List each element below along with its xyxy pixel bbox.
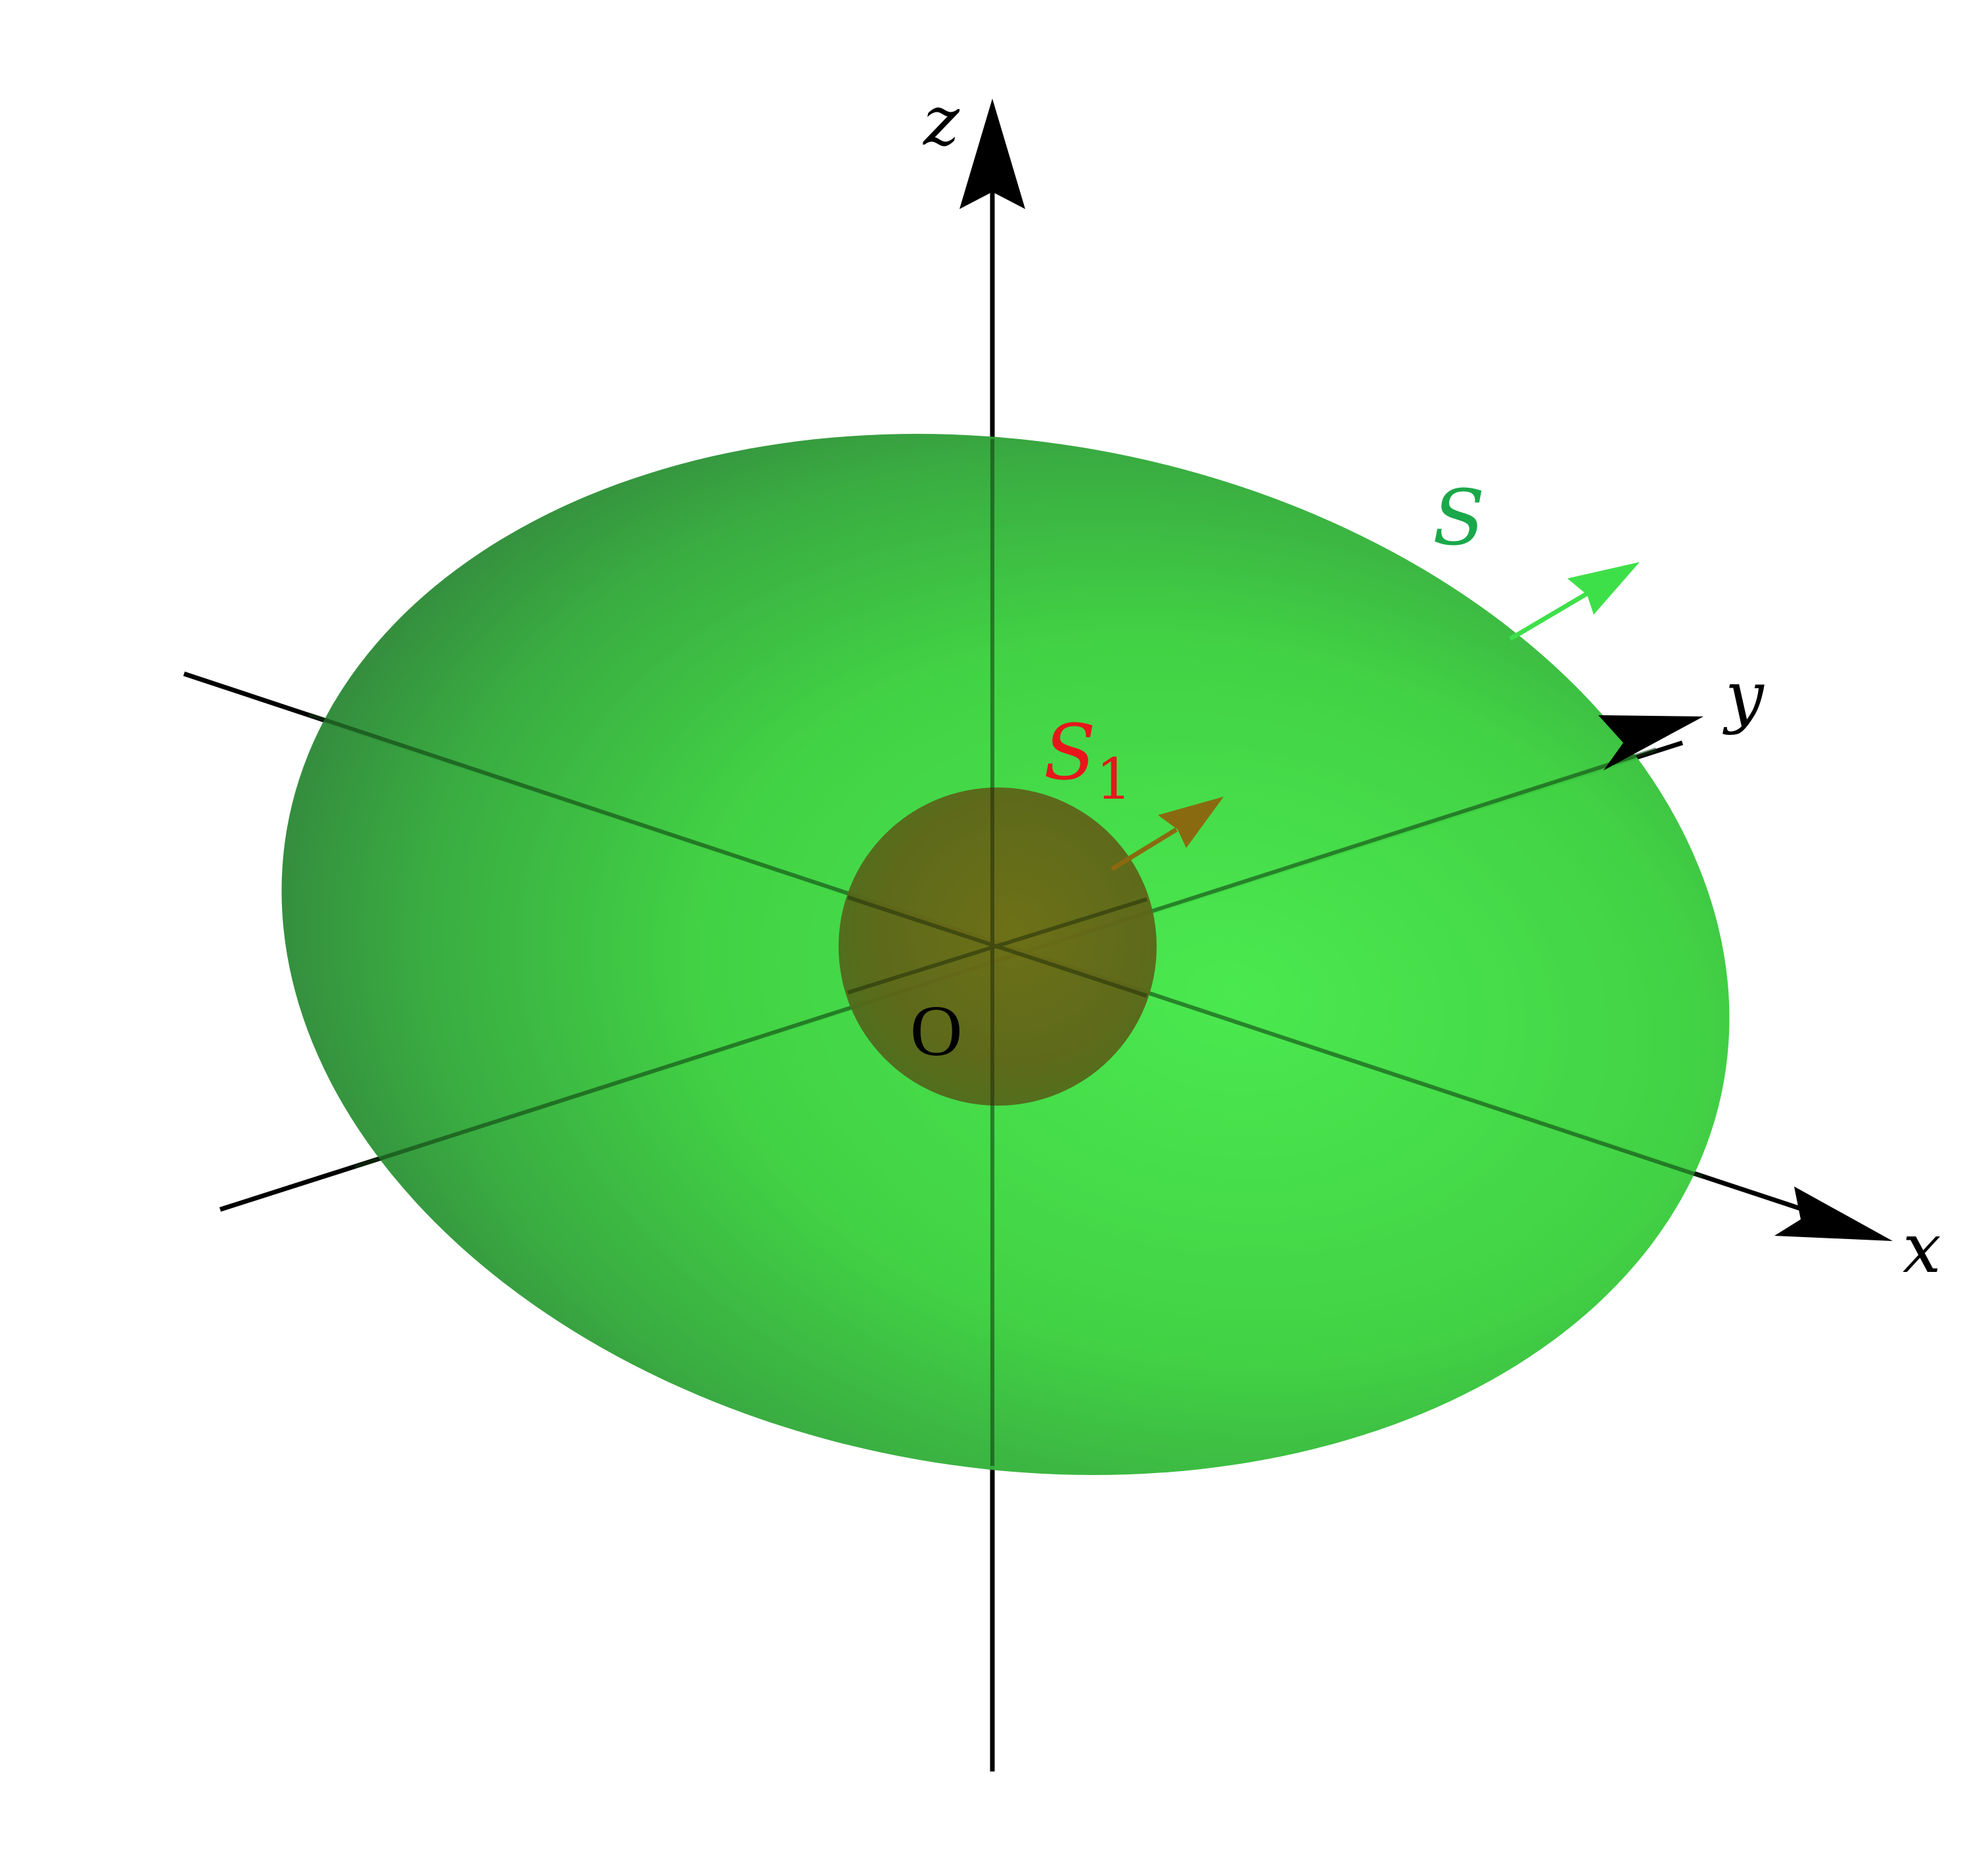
origin-label: O — [910, 991, 962, 1071]
z-arrowhead-icon — [959, 99, 1025, 209]
inner-surface-label-subscript: 1 — [1096, 747, 1132, 812]
y-axis-label: y — [1722, 656, 1765, 736]
x-axis-label: x — [1903, 1208, 1941, 1288]
z-axis-label: z — [922, 81, 960, 161]
inner-surface-label: S1 — [1044, 709, 1132, 812]
outer-normal-arrowhead-icon — [1567, 562, 1640, 615]
y-arrowhead-icon — [1598, 715, 1703, 770]
outer-surface-label: S — [1433, 474, 1485, 563]
axis-arrowheads — [959, 99, 1893, 1241]
outer-normal-vector — [1509, 562, 1640, 642]
inner-surface-label-main: S — [1044, 709, 1096, 797]
outer-normal-shaft — [1509, 589, 1592, 642]
inner-normal-arrowhead-icon — [1158, 797, 1224, 848]
x-arrowhead-icon — [1774, 1186, 1893, 1241]
inner-normal-vector — [1111, 797, 1224, 871]
axes-through-sphere — [847, 787, 1147, 1106]
inner-normal-shaft — [1111, 828, 1178, 871]
